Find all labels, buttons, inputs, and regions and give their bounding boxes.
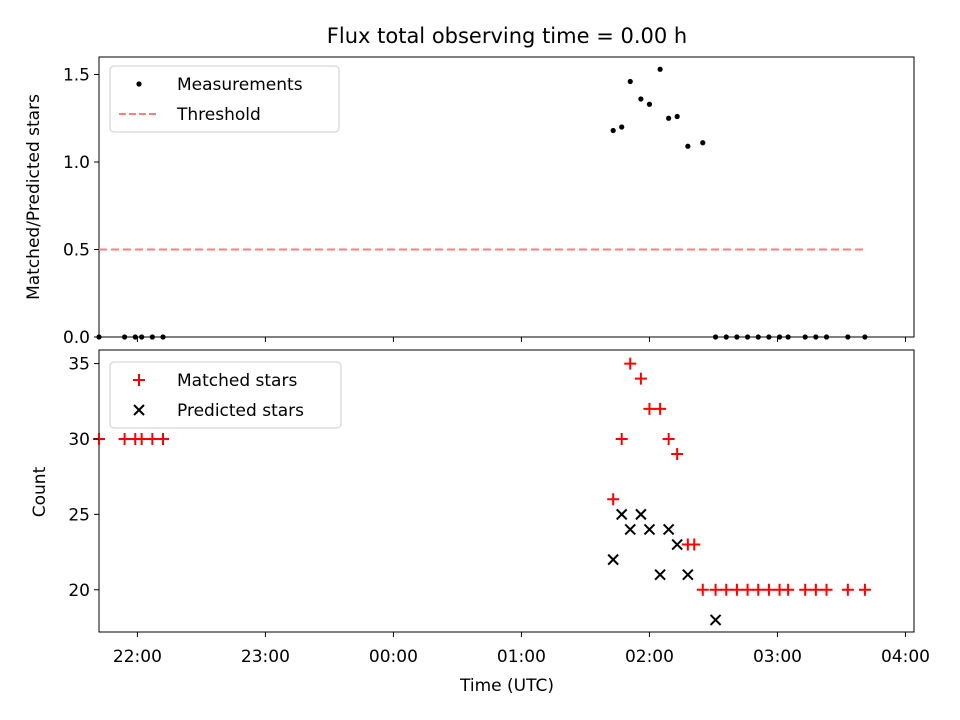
matched-star-point (146, 432, 159, 445)
measurement-point (657, 66, 663, 72)
bottom-panel-frame (98, 349, 915, 633)
matched-star-point (709, 583, 722, 596)
matched-star-point (634, 372, 647, 385)
measurement-point (802, 334, 808, 340)
matched-star-point (654, 402, 667, 415)
bottom-ytick-label: 35 (68, 355, 90, 375)
measurement-point (755, 334, 761, 340)
bottom-legend-box (109, 361, 342, 429)
top-legend-box (109, 65, 340, 133)
predicted-star-point (671, 538, 683, 551)
measurement-point (674, 113, 680, 120)
measurement-point (149, 334, 155, 340)
measurement-point (700, 140, 706, 146)
top-ytick-label: 0.0 (63, 328, 90, 348)
matched-star-point (858, 583, 871, 596)
x-tick-label: 00:00 (369, 647, 418, 667)
predicted-star-point (616, 508, 628, 521)
matched-star-point (782, 583, 795, 596)
matched-star-point (730, 583, 743, 596)
matched-star-point (741, 583, 754, 596)
predicted-star-point (709, 614, 722, 626)
legend-predicted-label: Predicted stars (177, 401, 304, 421)
predicted-star-point (624, 523, 636, 536)
matched-star-point (762, 583, 775, 596)
legend-measurements-marker (136, 81, 142, 87)
measurement-point (785, 334, 791, 340)
measurement-point (139, 334, 145, 340)
x-tick-label: 03:00 (753, 647, 802, 667)
x-tick-label: 22:00 (113, 647, 162, 667)
measurement-point (627, 78, 633, 85)
matched-star-point (696, 583, 709, 596)
measurement-point (685, 143, 691, 149)
matched-star-point (615, 432, 628, 445)
matched-star-point (809, 583, 822, 596)
matched-star-point (624, 357, 637, 370)
measurement-point (666, 115, 672, 121)
matched-star-point (662, 432, 675, 445)
legend-matched-label: Matched stars (177, 371, 297, 391)
figure-title: Flux total observing time = 0.00 h (327, 24, 687, 48)
measurement-point (160, 334, 166, 340)
predicted-star-point (662, 523, 675, 536)
top-ytick-label: 1.0 (63, 153, 90, 173)
measurement-point (766, 334, 772, 340)
measurement-point (862, 334, 868, 340)
measurement-point (638, 96, 644, 102)
measurement-point (734, 334, 740, 340)
x-tick-label: 04:00 (881, 647, 930, 667)
matched-star-point (135, 432, 148, 445)
matched-star-point (720, 583, 733, 596)
top-ytick-label: 0.5 (63, 241, 90, 261)
matched-star-point (118, 432, 131, 445)
top-panel-frame (98, 56, 915, 338)
top-panel-plot (96, 66, 868, 340)
measurement-point (132, 334, 138, 340)
matched-star-point (799, 583, 812, 596)
matched-star-point (688, 538, 701, 551)
predicted-star-point (607, 553, 619, 566)
predicted-star-point (682, 568, 694, 581)
matched-star-point (820, 583, 833, 596)
predicted-star-point (643, 523, 656, 536)
matched-star-point (643, 402, 656, 415)
measurement-point (744, 334, 751, 340)
predicted-star-point (654, 568, 666, 581)
bottom-legend: Matched stars Predicted stars (109, 361, 342, 429)
bottom-ytick-label: 25 (68, 505, 90, 525)
top-panel-ylabel: Matched/Predicted stars (24, 94, 44, 300)
measurement-point (723, 334, 729, 340)
x-tick-label: 02:00 (625, 647, 674, 667)
x-tick-label: 23:00 (241, 647, 290, 667)
matched-star-point (752, 583, 765, 596)
measurement-point (646, 101, 653, 107)
legend-threshold-label: Threshold (176, 105, 261, 125)
measurement-point (712, 334, 719, 340)
legend-matched-marker (133, 374, 145, 386)
measurement-point (845, 334, 851, 340)
measurement-point (122, 334, 128, 340)
matched-star-point (157, 432, 170, 445)
legend-predicted-marker (133, 404, 145, 416)
bottom-panel-ylabel: Count (30, 466, 50, 517)
bottom-ytick-label: 30 (68, 430, 90, 450)
predicted-star-point (635, 508, 647, 521)
legend-measurements-label: Measurements (177, 75, 303, 95)
bottom-panel-plot (93, 357, 871, 626)
top-legend: Measurements Threshold (109, 65, 340, 133)
measurement-point (823, 334, 830, 340)
measurement-point (619, 124, 625, 130)
measurement-point (813, 334, 819, 340)
matched-star-point (841, 583, 854, 596)
measurement-point (776, 334, 783, 340)
matched-star-point (607, 493, 620, 506)
matched-star-point (671, 448, 684, 461)
bottom-ytick-label: 20 (68, 581, 90, 601)
x-axis-label: Time (UTC) (459, 676, 554, 696)
x-tick-label: 01:00 (497, 647, 546, 667)
measurement-point (610, 127, 616, 134)
top-ytick-label: 1.5 (63, 66, 90, 86)
